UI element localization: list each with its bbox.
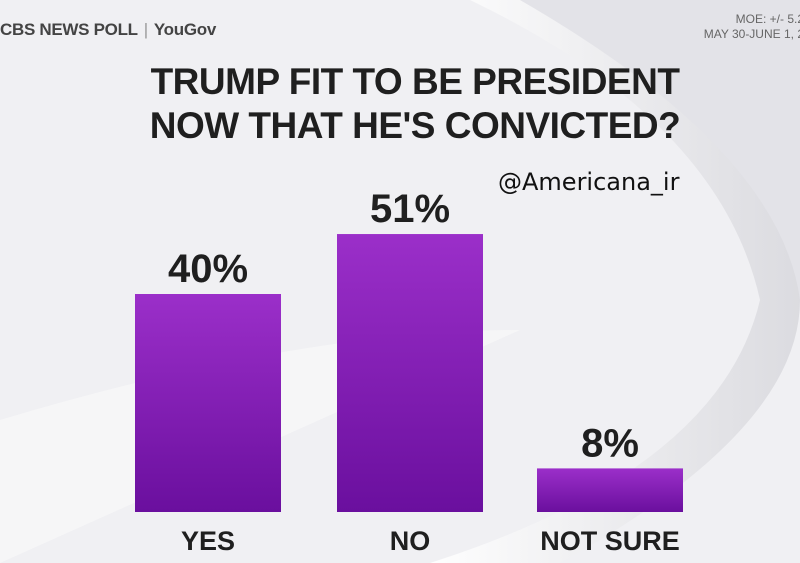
poll-source: CBS NEWS POLL | YouGov [0, 20, 217, 39]
bar-not-sure [537, 468, 683, 512]
title-line-2: NOW THAT HE'S CONVICTED? [149, 105, 681, 146]
value-label: 40% [168, 247, 248, 291]
title-line-1: TRUMP FIT TO BE PRESIDENT [150, 61, 680, 102]
moe-text: MOE: +/- 5.2 [735, 12, 800, 26]
category-label: NOT SURE [540, 526, 680, 556]
chart-title: TRUMP FIT TO BE PRESIDENT NOW THAT HE'S … [0, 60, 800, 148]
watermark-handle: @Americana_ir [498, 168, 680, 196]
bar-yes [135, 294, 281, 512]
date-text: MAY 30-JUNE 1, 2 [703, 27, 800, 41]
value-label: 51% [370, 187, 450, 231]
value-label: 8% [581, 421, 639, 465]
poll-meta: MOE: +/- 5.2 MAY 30-JUNE 1, 2 [704, 12, 800, 42]
category-label: YES [181, 526, 235, 556]
bar-no [337, 234, 483, 513]
source-cbs: CBS NEWS POLL [0, 20, 138, 39]
category-label: NO [390, 526, 431, 556]
source-yougov: YouGov [153, 20, 217, 39]
header: CBS NEWS POLL | YouGov MOE: +/- 5.2 MAY 30… [0, 12, 800, 48]
